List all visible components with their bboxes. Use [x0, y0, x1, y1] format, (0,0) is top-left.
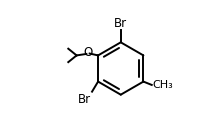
Text: CH₃: CH₃	[152, 80, 173, 90]
Text: Br: Br	[114, 17, 127, 30]
Text: Br: Br	[78, 93, 91, 106]
Text: O: O	[83, 46, 93, 59]
